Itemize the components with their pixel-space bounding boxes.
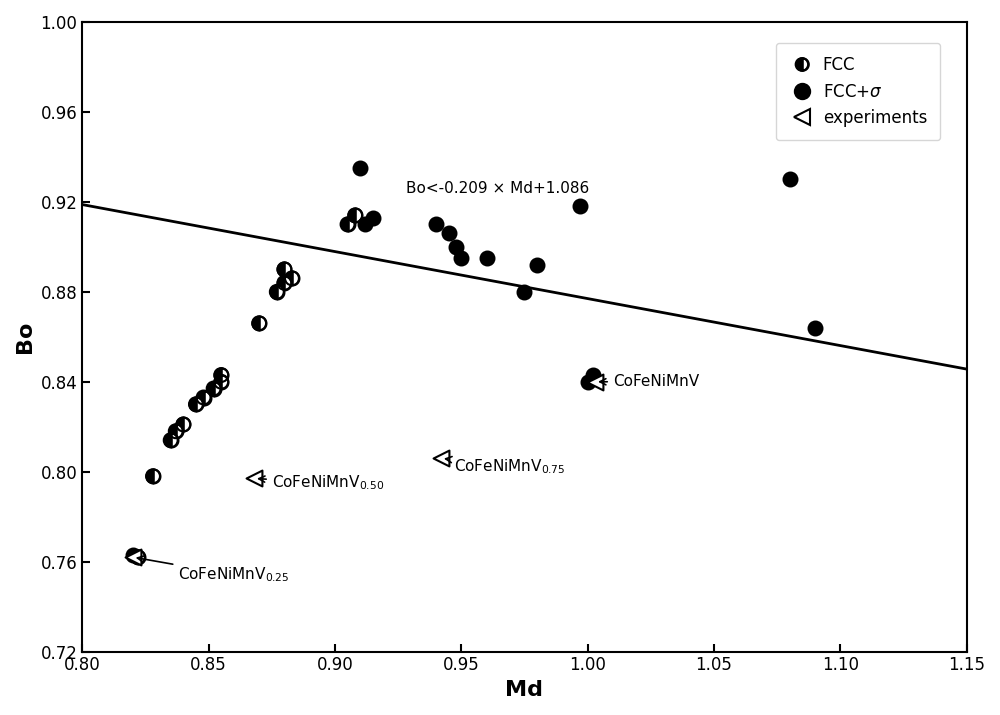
Point xyxy=(347,209,363,221)
Point xyxy=(269,286,285,297)
Point xyxy=(206,383,222,394)
Text: CoFeNiMnV$_{0.50}$: CoFeNiMnV$_{0.50}$ xyxy=(259,473,384,492)
Point xyxy=(130,551,146,563)
Point xyxy=(188,398,204,410)
Point xyxy=(276,277,292,289)
Point xyxy=(276,264,292,275)
Point xyxy=(196,392,212,403)
Point xyxy=(175,419,191,430)
Point xyxy=(251,317,267,329)
Point xyxy=(807,322,823,333)
Point xyxy=(529,259,545,270)
Point xyxy=(251,317,267,329)
Point xyxy=(213,376,229,388)
Point xyxy=(448,241,464,252)
Legend: FCC, FCC+$\sigma$, experiments: FCC, FCC+$\sigma$, experiments xyxy=(776,43,940,140)
Point xyxy=(580,376,596,388)
Point xyxy=(213,369,229,380)
Point xyxy=(276,277,292,289)
Text: CoFeNiMnV$_{0.75}$: CoFeNiMnV$_{0.75}$ xyxy=(446,457,565,476)
Point xyxy=(213,369,229,380)
Point xyxy=(213,376,229,388)
Point xyxy=(782,174,798,185)
Point xyxy=(347,209,363,221)
Point xyxy=(145,470,161,482)
Point xyxy=(433,453,449,464)
Point xyxy=(587,376,603,388)
Point xyxy=(284,272,300,284)
Point xyxy=(251,317,267,329)
Point xyxy=(125,549,141,561)
Point xyxy=(453,252,469,264)
Point xyxy=(130,551,146,563)
Point xyxy=(206,383,222,394)
Point xyxy=(352,162,368,174)
Point xyxy=(163,435,179,446)
Point xyxy=(246,473,262,484)
X-axis label: Md: Md xyxy=(505,680,543,700)
Point xyxy=(284,272,300,284)
Point xyxy=(206,383,222,394)
Text: CoFeNiMnV: CoFeNiMnV xyxy=(600,374,699,389)
Point xyxy=(340,219,356,230)
Point xyxy=(284,272,300,284)
Point xyxy=(276,264,292,275)
Point xyxy=(428,219,444,230)
Point xyxy=(196,392,212,403)
Point xyxy=(269,286,285,297)
Point xyxy=(163,435,179,446)
Point xyxy=(479,252,495,264)
Point xyxy=(188,398,204,410)
Point xyxy=(572,201,588,212)
Point xyxy=(175,419,191,430)
Text: CoFeNiMnV$_{0.25}$: CoFeNiMnV$_{0.25}$ xyxy=(137,556,290,584)
Point xyxy=(585,369,601,380)
Point xyxy=(516,286,532,297)
Point xyxy=(365,212,381,223)
Point xyxy=(276,264,292,275)
Point xyxy=(175,419,191,430)
Point xyxy=(213,376,229,388)
Point xyxy=(168,425,184,437)
Point xyxy=(145,470,161,482)
Point xyxy=(441,227,457,239)
Point xyxy=(125,551,141,563)
Point xyxy=(196,392,212,403)
Point xyxy=(145,470,161,482)
Point xyxy=(168,425,184,437)
Point xyxy=(340,219,356,230)
Point xyxy=(130,551,146,563)
Point xyxy=(347,209,363,221)
Point xyxy=(163,435,179,446)
Text: Bo<-0.209 × Md+1.086: Bo<-0.209 × Md+1.086 xyxy=(406,181,589,196)
Point xyxy=(357,219,373,230)
Point xyxy=(213,369,229,380)
Point xyxy=(168,425,184,437)
Point xyxy=(269,286,285,297)
Point xyxy=(188,398,204,410)
Y-axis label: Bo: Bo xyxy=(15,320,35,353)
Point xyxy=(340,219,356,230)
Point xyxy=(276,277,292,289)
